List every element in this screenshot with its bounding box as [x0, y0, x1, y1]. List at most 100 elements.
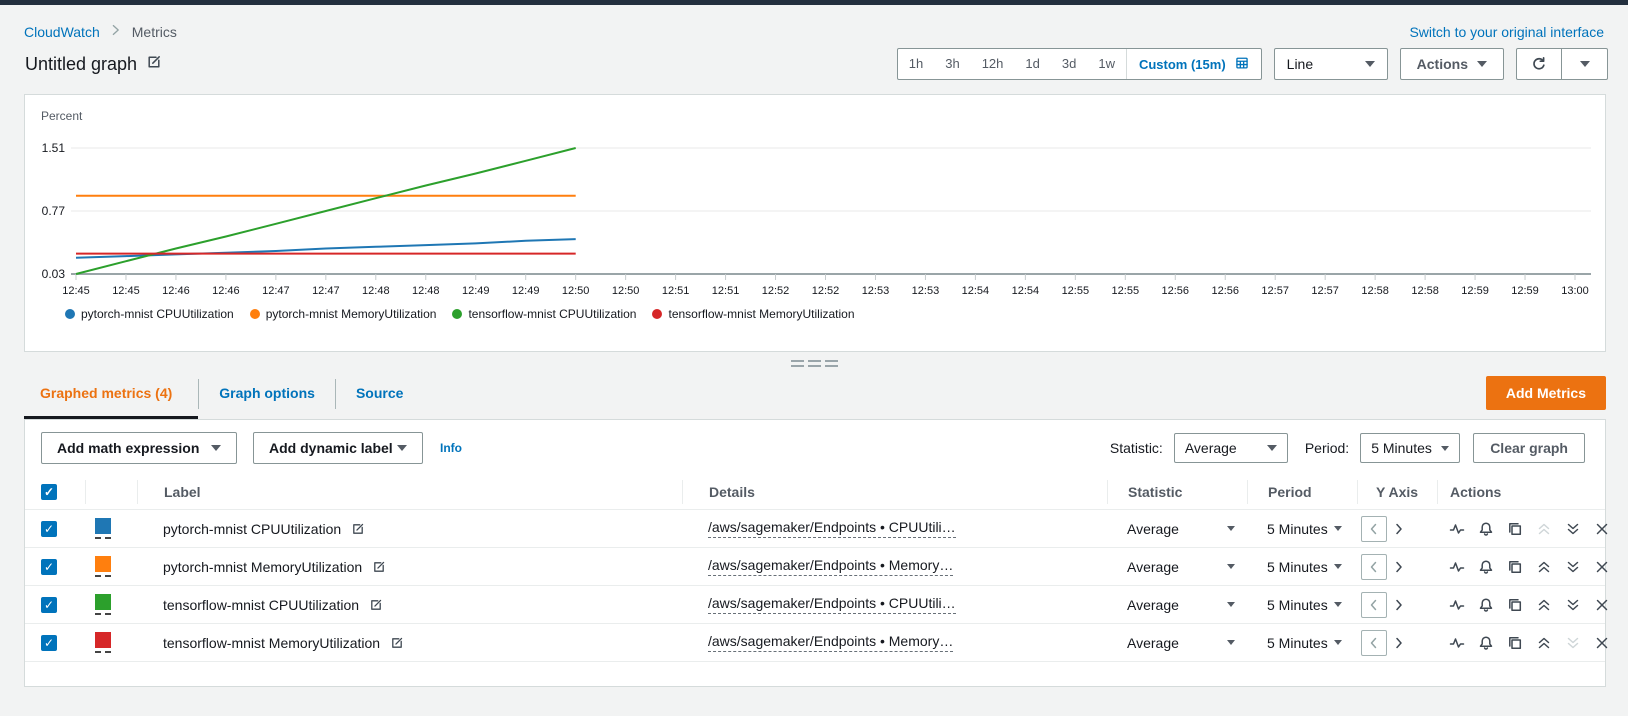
range-1h[interactable]: 1h: [908, 56, 924, 71]
duplicate-icon[interactable]: [1507, 597, 1523, 613]
remove-metric-icon[interactable]: [1594, 559, 1610, 575]
statistic-dropdown-caret[interactable]: [1226, 526, 1235, 531]
range-3d[interactable]: 3d: [1061, 56, 1077, 71]
metric-color-swatch[interactable]: [95, 518, 111, 539]
metrics-line-chart[interactable]: 1.51 0.77 0.03 12:45 12:45 12:46 12:46 12:47 12:…: [25, 125, 1605, 301]
pulse-icon[interactable]: [1449, 635, 1465, 651]
custom-range-button[interactable]: Custom (15m): [1125, 49, 1261, 79]
refresh-button[interactable]: [1517, 49, 1562, 79]
metric-color-swatch[interactable]: [95, 556, 111, 577]
metric-details[interactable]: /aws/sagemaker/Endpoints • Memory…: [708, 633, 954, 652]
tab-graphed-metrics[interactable]: Graphed metrics (4): [24, 369, 199, 419]
edit-label-icon[interactable]: [368, 597, 384, 613]
yaxis-left-button[interactable]: [1361, 553, 1387, 580]
metric-color-swatch[interactable]: [95, 594, 111, 615]
info-link[interactable]: Info: [440, 441, 462, 455]
period-dropdown-caret[interactable]: [1333, 602, 1342, 607]
switch-interface-link[interactable]: Switch to your original interface: [1409, 23, 1604, 40]
legend-item[interactable]: pytorch-mnist MemoryUtilization: [249, 307, 436, 321]
edit-label-icon[interactable]: [350, 521, 366, 537]
statistic-dropdown-caret[interactable]: [1226, 564, 1235, 569]
metric-details[interactable]: /aws/sagemaker/Endpoints • Memory…: [708, 557, 954, 576]
row-yaxis-cell: [1357, 515, 1437, 542]
refresh-options-button[interactable]: [1562, 49, 1607, 79]
svg-text:12:57: 12:57: [1261, 285, 1289, 297]
edit-label-icon[interactable]: [389, 635, 405, 651]
statistic-dropdown-caret[interactable]: [1226, 602, 1235, 607]
range-3h[interactable]: 3h: [945, 56, 960, 71]
alarm-bell-icon[interactable]: [1478, 635, 1494, 651]
metric-details[interactable]: /aws/sagemaker/Endpoints • CPUUtili…: [708, 595, 956, 614]
panel-resize-handle[interactable]: [784, 360, 844, 367]
select-all-checkbox[interactable]: ✓: [41, 483, 57, 500]
legend-item[interactable]: tensorflow-mnist CPUUtilization: [452, 307, 636, 321]
statistic-dropdown-caret[interactable]: [1226, 640, 1235, 645]
period-dropdown-caret[interactable]: [1333, 526, 1342, 531]
svg-text:12:59: 12:59: [1461, 285, 1489, 297]
statistic-column-header: Statistic: [1107, 479, 1247, 504]
move-down-icon[interactable]: [1565, 521, 1581, 537]
row-color-cell: [85, 518, 137, 539]
legend-label: tensorflow-mnist CPUUtilization: [468, 307, 637, 321]
remove-metric-icon[interactable]: [1594, 521, 1610, 537]
range-12h[interactable]: 12h: [981, 56, 1004, 71]
metric-color-swatch[interactable]: [95, 632, 111, 653]
yaxis-right-button[interactable]: [1391, 635, 1407, 651]
remove-metric-icon[interactable]: [1594, 635, 1610, 651]
move-up-icon[interactable]: [1536, 559, 1552, 575]
breadcrumb-cloudwatch-link[interactable]: CloudWatch: [24, 23, 100, 40]
period-dropdown-caret[interactable]: [1333, 564, 1342, 569]
yaxis-left-button[interactable]: [1361, 629, 1387, 656]
range-1d[interactable]: 1d: [1025, 56, 1040, 71]
duplicate-icon[interactable]: [1507, 521, 1523, 537]
add-math-expression-button[interactable]: Add math expression: [41, 432, 237, 464]
pulse-icon[interactable]: [1449, 559, 1465, 575]
svg-text:12:47: 12:47: [312, 285, 340, 297]
edit-title-icon[interactable]: [146, 54, 162, 75]
row-checkbox[interactable]: ✓: [41, 558, 57, 575]
yaxis-left-button[interactable]: [1361, 515, 1387, 542]
row-period-value: 5 Minutes: [1267, 558, 1328, 575]
move-down-icon[interactable]: [1565, 597, 1581, 613]
row-checkbox[interactable]: ✓: [41, 520, 57, 537]
duplicate-icon[interactable]: [1507, 635, 1523, 651]
legend-item[interactable]: tensorflow-mnist MemoryUtilization: [652, 307, 855, 321]
range-1w[interactable]: 1w: [1098, 56, 1115, 71]
add-dynamic-label-button[interactable]: Add dynamic label: [253, 432, 423, 464]
move-up-icon[interactable]: [1536, 635, 1552, 651]
move-up-icon[interactable]: [1536, 597, 1552, 613]
yaxis-left-button[interactable]: [1361, 591, 1387, 618]
chart-type-value: Line: [1286, 56, 1314, 72]
row-yaxis-cell: [1357, 591, 1437, 618]
legend-color-dot: [652, 309, 663, 319]
legend-item[interactable]: pytorch-mnist CPUUtilization: [65, 307, 234, 321]
calendar-icon[interactable]: [1235, 56, 1249, 73]
yaxis-right-button[interactable]: [1391, 521, 1407, 537]
row-checkbox[interactable]: ✓: [41, 634, 57, 651]
row-actions-cell: [1437, 521, 1610, 537]
period-select[interactable]: 5 Minutes: [1360, 433, 1461, 463]
remove-metric-icon[interactable]: [1594, 597, 1610, 613]
edit-label-icon[interactable]: [371, 559, 387, 575]
svg-text:12:55: 12:55: [1112, 285, 1140, 297]
alarm-bell-icon[interactable]: [1478, 521, 1494, 537]
tab-source[interactable]: Source: [355, 384, 404, 401]
alarm-bell-icon[interactable]: [1478, 597, 1494, 613]
duplicate-icon[interactable]: [1507, 559, 1523, 575]
move-down-icon[interactable]: [1565, 559, 1581, 575]
chart-type-select[interactable]: Line: [1273, 48, 1388, 80]
period-dropdown-caret[interactable]: [1333, 640, 1342, 645]
add-metrics-button[interactable]: Add Metrics: [1485, 376, 1606, 410]
metric-details[interactable]: /aws/sagemaker/Endpoints • CPUUtili…: [708, 519, 956, 538]
yaxis-right-button[interactable]: [1391, 597, 1407, 613]
actions-button[interactable]: Actions: [1399, 48, 1504, 80]
clear-graph-button[interactable]: Clear graph: [1473, 433, 1585, 463]
yaxis-right-button[interactable]: [1391, 559, 1407, 575]
row-statistic-cell: Average: [1107, 597, 1247, 613]
pulse-icon[interactable]: [1449, 521, 1465, 537]
tab-graph-options[interactable]: Graph options: [219, 384, 315, 401]
statistic-select[interactable]: Average: [1173, 433, 1288, 463]
row-checkbox[interactable]: ✓: [41, 596, 57, 613]
alarm-bell-icon[interactable]: [1478, 559, 1494, 575]
pulse-icon[interactable]: [1449, 597, 1465, 613]
